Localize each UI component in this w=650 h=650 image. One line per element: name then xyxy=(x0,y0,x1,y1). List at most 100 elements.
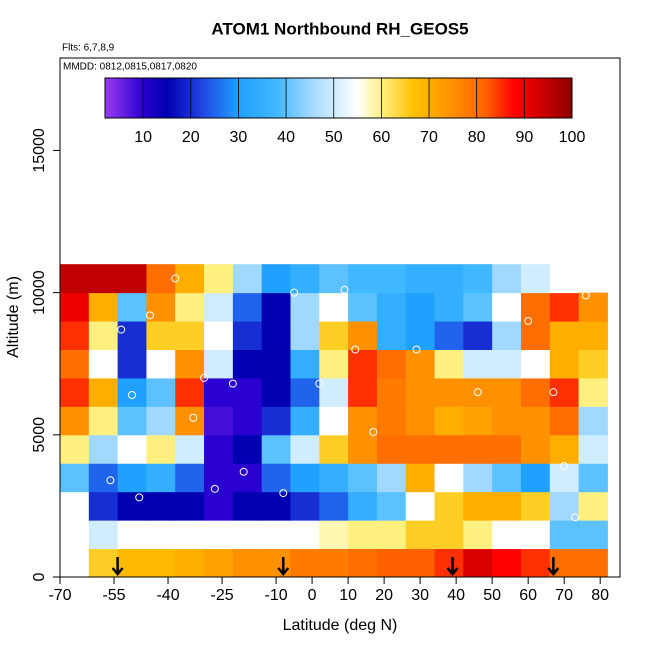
heatmap-cell xyxy=(290,377,320,407)
heatmap-cell xyxy=(290,491,320,521)
sample-point xyxy=(117,325,126,334)
heatmap-cell xyxy=(492,520,522,550)
sample-point xyxy=(434,473,443,482)
heatmap-cell xyxy=(88,434,119,464)
x-tick-label: 20 xyxy=(375,587,393,604)
sample-point xyxy=(210,484,219,493)
heatmap-cell xyxy=(175,264,205,294)
arrow xyxy=(547,557,560,576)
arrow xyxy=(277,557,290,576)
heatmap-cell xyxy=(88,264,119,294)
heatmap-cell xyxy=(175,520,205,550)
heatmap-cell xyxy=(434,377,464,407)
heatmap-cell xyxy=(578,463,608,493)
heatmap-cell xyxy=(175,434,205,464)
y-tick-label: 10000 xyxy=(31,270,48,315)
heatmap-cell xyxy=(434,406,464,436)
y-axis-label: Altitude (m) xyxy=(5,276,22,358)
heatmap-cell xyxy=(261,491,291,521)
x-tick-label: -70 xyxy=(48,587,71,604)
heatmap-cell xyxy=(204,292,234,322)
heatmap-cell xyxy=(434,349,464,379)
heatmap-cell xyxy=(232,520,263,550)
heatmap-cell xyxy=(232,264,263,294)
heatmap-cell xyxy=(492,321,522,350)
heatmap-cell xyxy=(463,434,493,464)
plot-frame xyxy=(59,57,621,578)
heatmap-cell xyxy=(492,292,522,322)
heatmap-cell xyxy=(204,463,234,493)
heatmap-cell xyxy=(492,377,522,407)
heatmap-cell xyxy=(434,292,464,322)
sample-point xyxy=(369,427,378,436)
heatmap-cell xyxy=(88,292,119,322)
heatmap-cell xyxy=(376,463,407,493)
heatmap-cell xyxy=(549,520,580,550)
heatmap-cell xyxy=(319,406,349,436)
heatmap-cell xyxy=(232,292,263,322)
x-tick-label: -10 xyxy=(265,587,288,604)
heatmap-cell xyxy=(549,264,580,294)
heatmap-cell xyxy=(204,264,234,294)
heatmap-cell xyxy=(520,491,551,521)
heatmap-cell xyxy=(175,548,205,578)
heatmap-cell xyxy=(549,349,580,379)
heatmap-cell xyxy=(348,406,378,436)
heatmap-cell xyxy=(146,264,176,294)
heatmap-cell xyxy=(232,463,263,493)
heatmap-cell xyxy=(319,463,349,493)
heatmap-cell xyxy=(463,548,493,578)
heatmap-cell xyxy=(405,377,436,407)
heatmap-cell xyxy=(492,491,522,521)
sample-point xyxy=(135,493,144,502)
heatmap-cell xyxy=(578,292,608,322)
heatmap-cell xyxy=(290,406,320,436)
heatmap-cell xyxy=(204,377,234,407)
colorbar xyxy=(104,77,573,119)
heatmap-cell xyxy=(348,292,378,322)
heatmap-cell xyxy=(261,377,291,407)
heatmap-cell xyxy=(405,406,436,436)
heatmap-cell xyxy=(60,292,90,322)
colorbar-tick-label: 100 xyxy=(559,129,586,146)
heatmap-cell xyxy=(60,264,90,294)
heatmap-cell xyxy=(88,321,119,350)
heatmap-cell xyxy=(261,264,291,294)
heatmap-cell xyxy=(578,548,608,578)
x-tick-label: 0 xyxy=(308,587,317,604)
sample-point xyxy=(495,311,504,320)
heatmap-cell xyxy=(520,264,551,294)
heatmap-cell xyxy=(146,520,176,550)
heatmap-cells xyxy=(60,264,608,578)
heatmap-cell xyxy=(146,321,176,350)
heatmap-cell xyxy=(146,434,176,464)
heatmap-cell xyxy=(88,377,119,407)
heatmap-cell xyxy=(88,349,119,379)
heatmap-cell xyxy=(376,548,407,578)
x-tick-label: 40 xyxy=(447,587,465,604)
heatmap-cell xyxy=(175,377,205,407)
sample-point xyxy=(239,467,248,476)
heatmap-cell xyxy=(146,292,176,322)
heatmap-cell xyxy=(348,349,378,379)
x-tick-label: 30 xyxy=(411,587,429,604)
heatmap-cell xyxy=(549,377,580,407)
heatmap-cell xyxy=(290,520,320,550)
heatmap-cell xyxy=(578,434,608,464)
heatmap-cell xyxy=(88,406,119,436)
heatmap-cell xyxy=(290,321,320,350)
heatmap-cell xyxy=(175,321,205,350)
heatmap-cell xyxy=(88,520,119,550)
heatmap-cell xyxy=(232,321,263,350)
sample-point xyxy=(228,379,237,388)
heatmap-cell xyxy=(117,548,147,578)
sample-point xyxy=(279,489,288,498)
x-tick-label: -40 xyxy=(156,587,179,604)
heatmap-cell xyxy=(60,463,90,493)
heatmap-cell xyxy=(348,321,378,350)
colorbar-tick-label: 90 xyxy=(515,129,533,146)
heatmap-cell xyxy=(492,349,522,379)
heatmap-cell xyxy=(88,491,119,521)
sample-point xyxy=(581,291,590,300)
heatmap-cell xyxy=(405,520,436,550)
